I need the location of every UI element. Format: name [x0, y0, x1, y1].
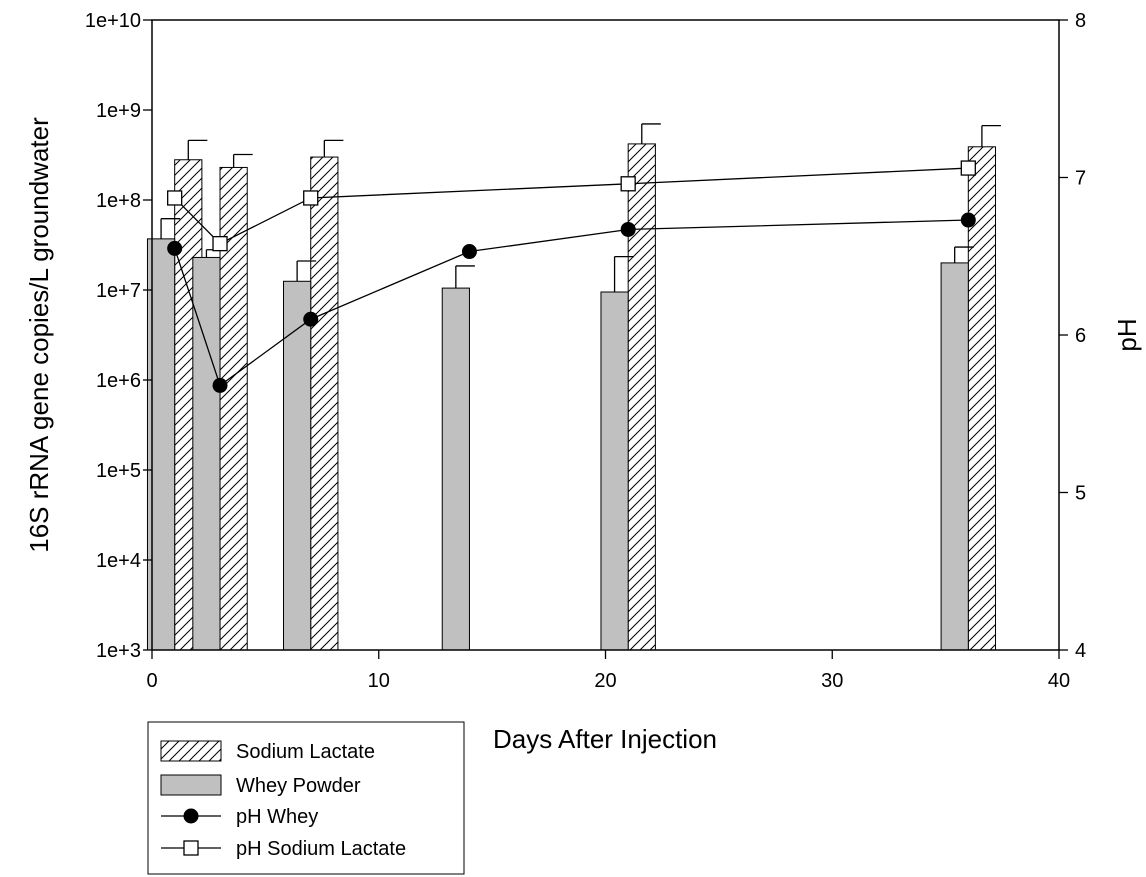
line-ph-whey [174, 219, 969, 387]
point-ph-sodium-lactate [620, 176, 636, 192]
legend-label-ph-sodium-lactate: pH Sodium Lactate [236, 838, 406, 860]
point-ph-sodium-lactate [167, 190, 183, 206]
x-tick-label: 30 [821, 670, 843, 692]
legend-label-sodium-lactate: Sodium Lactate [236, 741, 375, 763]
bar-whey-powder [600, 291, 629, 651]
y2-tick-label: 6 [1075, 325, 1086, 347]
bar-sodium-lactate [967, 146, 997, 651]
y-tick-label: 1e+7 [96, 280, 141, 302]
point-ph-whey [303, 311, 319, 327]
legend-marker-ph-sodium-lactate [183, 840, 199, 856]
legend-label-ph-whey: pH Whey [236, 806, 318, 828]
x-tick-label: 20 [594, 670, 616, 692]
bar-whey-powder [441, 287, 470, 651]
legend-swatch-sodium-lactate [160, 740, 222, 762]
y-tick-label: 1e+3 [96, 640, 141, 662]
y-tick-label: 1e+5 [96, 460, 141, 482]
y-tick-label: 1e+6 [96, 370, 141, 392]
bar-sodium-lactate [627, 143, 656, 651]
x-tick-label: 10 [368, 670, 390, 692]
y2-tick-label: 4 [1075, 640, 1086, 662]
y2-tick-label: 5 [1075, 483, 1086, 505]
y-tick-label: 1e+4 [96, 550, 141, 572]
x-tick-label: 0 [146, 670, 157, 692]
line-ph-sodium-lactate [174, 167, 969, 245]
point-ph-whey [212, 377, 228, 393]
point-ph-whey [960, 212, 976, 228]
bar-whey-powder [940, 262, 969, 651]
point-ph-sodium-lactate [960, 160, 976, 176]
bar-whey-powder [283, 280, 312, 651]
legend-marker-ph-whey [183, 808, 199, 824]
x-axis-title: Days After Injection [493, 724, 717, 754]
legend: Sodium Lactate Whey Powder pH Whey pH So… [147, 721, 465, 875]
bar-sodium-lactate [310, 156, 339, 651]
point-ph-whey [620, 221, 636, 237]
y2-tick-label: 8 [1075, 10, 1086, 32]
y-tick-label: 1e+10 [85, 10, 141, 32]
point-ph-whey [461, 244, 477, 260]
y2-axis-title: pH [1112, 318, 1142, 351]
y-tick-label: 1e+9 [96, 100, 141, 122]
x-tick-label: 40 [1048, 670, 1070, 692]
point-ph-sodium-lactate [303, 190, 319, 206]
legend-label-whey-powder: Whey Powder [236, 775, 361, 797]
y-axis-title: 16S rRNA gene copies/L groundwater [24, 117, 54, 553]
y2-tick-label: 7 [1075, 168, 1086, 190]
point-ph-sodium-lactate [212, 235, 228, 252]
point-ph-whey [167, 240, 183, 256]
y-tick-label: 1e+8 [96, 190, 141, 212]
legend-swatch-whey-powder [160, 774, 222, 796]
